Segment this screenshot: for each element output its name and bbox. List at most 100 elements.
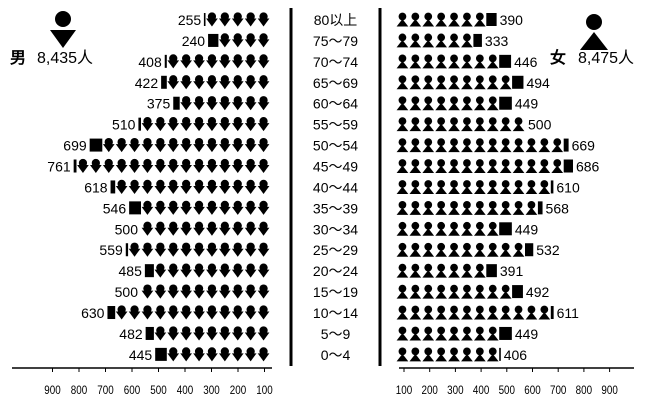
male-bar — [138, 117, 270, 132]
female-person-icon — [499, 75, 512, 90]
female-person-icon — [409, 263, 422, 278]
male-person-icon — [206, 347, 218, 362]
female-bar — [396, 263, 497, 278]
age-group-label: 20～24 — [313, 263, 358, 279]
left-axis-tick-label: 200 — [230, 384, 246, 397]
female-partial-icon — [499, 222, 512, 236]
female-person-icon — [435, 347, 447, 362]
female-person-icon — [461, 117, 473, 132]
male-person-icon — [141, 284, 154, 299]
male-person-icon — [244, 263, 257, 278]
male-person-icon — [141, 117, 154, 132]
male-person-icon — [102, 137, 115, 153]
age-group-label: 40～44 — [313, 179, 358, 195]
female-person-icon — [512, 201, 525, 215]
male-person-icon — [154, 305, 167, 320]
female-bar — [396, 201, 543, 215]
age-group-label: 80以上 — [314, 12, 358, 28]
male-person-icon — [193, 305, 205, 320]
female-person-icon — [435, 159, 447, 174]
male-person-icon — [206, 179, 218, 194]
male-bar — [125, 242, 270, 257]
female-person-icon — [396, 221, 409, 236]
female-person-icon — [409, 201, 422, 215]
female-bar — [396, 284, 523, 299]
female-person-icon — [435, 138, 447, 153]
male-person-icon — [219, 158, 231, 174]
male-person-icon — [231, 284, 244, 299]
male-person-icon — [141, 221, 154, 236]
female-person-icon — [422, 138, 435, 153]
male-person-icon — [193, 263, 205, 278]
male-value-label: 408 — [138, 54, 162, 70]
male-person-icon — [206, 54, 218, 69]
male-bar — [89, 137, 270, 153]
pictogram-bars — [73, 12, 573, 362]
male-bar — [208, 33, 270, 48]
male-person-icon — [244, 75, 257, 90]
male-value-label: 630 — [81, 305, 105, 321]
female-person-icon — [486, 159, 499, 174]
right-axis-tick-label: 600 — [524, 384, 540, 397]
female-bar — [396, 138, 569, 153]
male-person-icon — [90, 158, 102, 174]
male-person-icon — [141, 242, 154, 257]
female-person-icon — [461, 263, 473, 278]
male-value-label: 559 — [99, 242, 123, 258]
female-person-icon — [422, 326, 435, 341]
male-person-icon — [167, 137, 180, 153]
female-value-label: 669 — [572, 138, 596, 154]
male-person-icon — [219, 117, 231, 132]
male-person-icon — [231, 263, 244, 278]
female-person-icon — [499, 117, 512, 132]
male-person-icon — [244, 54, 257, 69]
female-person-icon — [448, 180, 460, 194]
female-legend: 女 8,475人 — [550, 14, 634, 67]
female-bar — [396, 180, 554, 194]
male-value-label: 485 — [119, 263, 143, 279]
male-person-icon — [257, 221, 270, 236]
male-person-icon — [231, 75, 244, 90]
male-partial-icon — [110, 180, 116, 194]
female-person-icon — [396, 138, 409, 153]
age-group-label: 50～54 — [313, 138, 358, 154]
male-person-icon — [115, 305, 128, 320]
age-group-label: 65～69 — [313, 75, 358, 91]
male-person-icon — [219, 263, 231, 278]
male-person-icon — [231, 54, 244, 69]
female-person-icon — [422, 159, 435, 174]
age-group-label: 75～79 — [313, 33, 358, 49]
male-person-icon — [206, 221, 218, 236]
female-person-icon — [409, 75, 422, 90]
female-person-icon — [512, 159, 525, 174]
female-partial-icon — [537, 201, 543, 215]
male-person-icon — [257, 347, 270, 362]
female-person-icon — [435, 54, 447, 69]
male-person-icon — [167, 179, 180, 194]
female-person-icon — [422, 263, 435, 278]
age-group-label: 10～14 — [313, 305, 358, 321]
female-person-icon — [435, 263, 447, 278]
female-person-icon — [448, 33, 460, 48]
right-axis-tick-label: 300 — [447, 384, 463, 397]
female-person-icon — [486, 54, 499, 69]
female-person-icon — [474, 326, 486, 341]
male-partial-icon — [155, 347, 167, 361]
female-person-icon — [448, 326, 460, 341]
male-person-icon — [128, 179, 141, 194]
male-person-icon — [244, 284, 257, 299]
male-person-icon — [193, 242, 205, 257]
female-person-icon — [525, 159, 538, 174]
female-person-icon — [422, 180, 435, 194]
female-person-icon — [474, 201, 486, 215]
male-person-icon — [244, 347, 257, 362]
chart-labels: 80以上 255 390 75～79 240 333 70～74 408 446 65～69 422… — [12, 12, 634, 397]
male-person-icon — [257, 96, 270, 111]
male-person-icon — [141, 179, 154, 194]
male-person-icon — [128, 158, 141, 174]
male-person-icon — [154, 242, 167, 257]
male-person-icon — [244, 305, 257, 320]
male-person-icon — [219, 75, 231, 90]
female-partial-icon — [512, 75, 524, 89]
